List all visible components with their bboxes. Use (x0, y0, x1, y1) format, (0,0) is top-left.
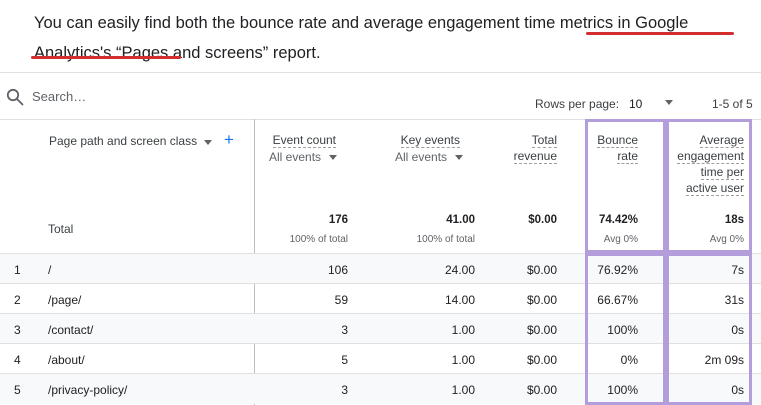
caret-down-icon (455, 155, 464, 161)
rows-per-page-select[interactable]: 10 (629, 97, 643, 111)
table-row[interactable]: 3 /contact/ 3 1.00 $0.00 100% 0s (0, 313, 761, 344)
row-event-count: 3 (341, 323, 348, 337)
header-key-events[interactable]: Key events (400, 133, 460, 148)
key-events-filter[interactable]: All events (395, 150, 464, 164)
row-event-count: 106 (327, 263, 348, 277)
row-path[interactable]: /contact/ (48, 323, 94, 337)
total-bounce-rate: 74.42% (598, 214, 638, 226)
total-avg-engagement-sub: Avg 0% (709, 234, 744, 245)
event-count-filter[interactable]: All events (269, 150, 338, 164)
row-index: 2 (14, 293, 21, 307)
total-key-events: 41.00 (446, 214, 475, 226)
row-path[interactable]: /about/ (48, 353, 85, 367)
row-key-events: 1.00 (451, 323, 475, 337)
row-index: 5 (14, 383, 21, 397)
caret-down-icon[interactable] (204, 140, 212, 145)
row-avg-engagement: 2m 09s (704, 353, 744, 367)
row-revenue: $0.00 (526, 353, 557, 367)
search-input[interactable] (32, 86, 332, 106)
row-event-count: 3 (341, 383, 348, 397)
row-avg-engagement: 0s (731, 383, 744, 397)
caption-text-3: report. (268, 44, 321, 62)
row-avg-engagement: 0s (731, 323, 744, 337)
row-index: 4 (14, 353, 21, 367)
total-event-count: 176 (328, 214, 348, 226)
red-underline-report (31, 56, 181, 59)
dimension-header[interactable]: Page path and screen class (49, 134, 198, 148)
row-path[interactable]: / (48, 263, 52, 277)
row-bounce-rate: 100% (607, 383, 638, 397)
row-bounce-rate: 0% (620, 353, 638, 367)
total-avg-engagement: 18s (724, 214, 744, 226)
header-bounce-rate[interactable]: Bounce rate (597, 133, 638, 164)
caption-text-1: You can easily find both the bounce rate… (34, 14, 636, 32)
caret-down-icon (329, 155, 338, 161)
row-revenue: $0.00 (526, 383, 557, 397)
row-key-events: 1.00 (451, 353, 475, 367)
row-avg-engagement: 7s (731, 263, 744, 277)
row-key-events: 14.00 (444, 293, 475, 307)
row-index: 1 (14, 263, 21, 277)
row-revenue: $0.00 (526, 293, 557, 307)
caption: You can easily find both the bounce rate… (34, 8, 734, 68)
row-path[interactable]: /page/ (48, 293, 82, 307)
table-toolbar: Rows per page: 10 1-5 of 5 (0, 73, 761, 120)
rows-per-page-label: Rows per page: (535, 97, 620, 111)
search-icon[interactable] (6, 88, 24, 106)
row-bounce-rate: 100% (607, 323, 638, 337)
total-revenue: $0.00 (528, 214, 557, 226)
header-total-revenue[interactable]: Total revenue (513, 133, 557, 164)
row-revenue: $0.00 (526, 323, 557, 337)
row-revenue: $0.00 (526, 263, 557, 277)
row-event-count: 5 (341, 353, 348, 367)
total-key-events-sub: 100% of total (416, 234, 475, 245)
row-event-count: 59 (334, 293, 348, 307)
header-avg-engagement[interactable]: Average engagement time per active user (677, 133, 744, 196)
table-row[interactable]: 2 /page/ 59 14.00 $0.00 66.67% 31s (0, 283, 761, 314)
table-row[interactable]: 5 /privacy-policy/ 3 1.00 $0.00 100% 0s (0, 373, 761, 404)
row-bounce-rate: 76.92% (597, 263, 638, 277)
total-bounce-rate-sub: Avg 0% (603, 234, 638, 245)
table-row[interactable]: 4 /about/ 5 1.00 $0.00 0% 2m 09s (0, 343, 761, 374)
report-table-panel: Rows per page: 10 1-5 of 5 Page path and… (0, 72, 761, 405)
caret-down-icon[interactable] (665, 100, 673, 105)
totals-label: Total (48, 222, 74, 236)
plus-icon[interactable]: + (224, 130, 234, 149)
row-bounce-rate: 66.67% (597, 293, 638, 307)
row-path[interactable]: /privacy-policy/ (48, 383, 128, 397)
row-index: 3 (14, 323, 21, 337)
caption-highlight-report: “Pages and screens” (116, 44, 269, 62)
row-key-events: 24.00 (444, 263, 475, 277)
row-avg-engagement: 31s (724, 293, 744, 307)
header-event-count[interactable]: Event count (272, 133, 336, 148)
pagination-range: 1-5 of 5 (712, 97, 753, 111)
table-row[interactable]: 1 / 106 24.00 $0.00 76.92% 7s (0, 253, 761, 284)
red-underline-ga (586, 32, 734, 35)
row-key-events: 1.00 (451, 383, 475, 397)
total-event-count-sub: 100% of total (289, 234, 348, 245)
